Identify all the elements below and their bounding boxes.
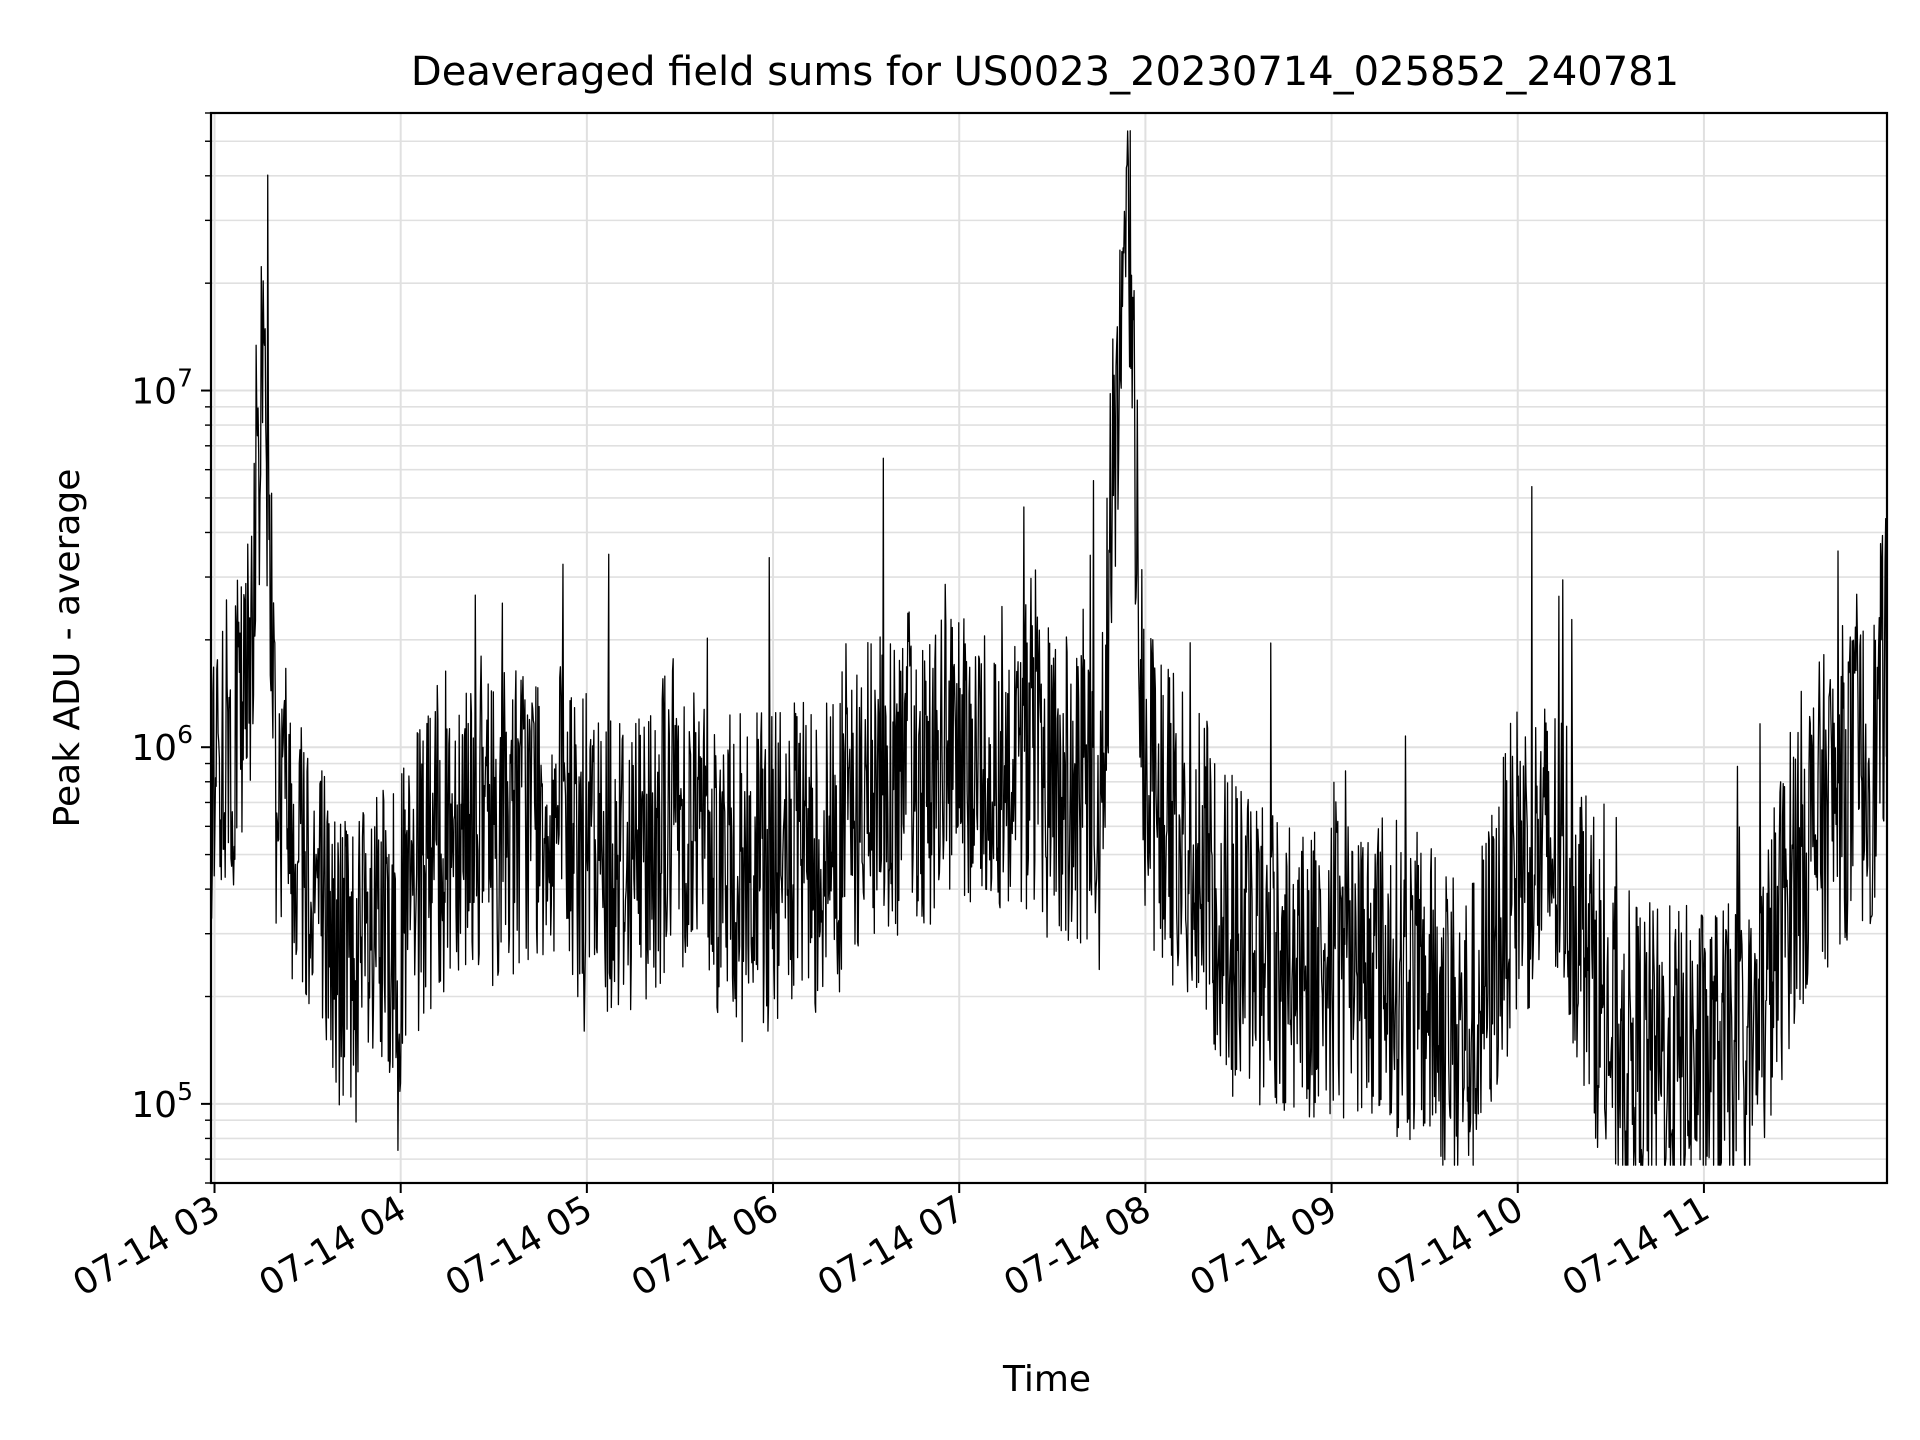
y-tick-label-exponent: 7 [177, 364, 193, 393]
x-axis-label: Time [1002, 1359, 1091, 1400]
grid-lines [211, 112, 1887, 1184]
y-tick-label: 107 [131, 364, 193, 413]
y-axis-label: Peak ADU - average [47, 469, 88, 828]
y-tick-label: 106 [131, 720, 193, 769]
plot-area [209, 111, 1889, 1185]
y-tick-label-base: 10 [131, 728, 177, 769]
y-tick-label-base: 10 [131, 1085, 177, 1126]
chart-title: Deaveraged field sums for US0023_2023071… [411, 49, 1679, 95]
y-tick-label-exponent: 5 [177, 1077, 193, 1106]
y-tick-label: 105 [131, 1077, 193, 1126]
series-line [210, 130, 1888, 1166]
plot-frame [209, 111, 1889, 1185]
y-tick-label-base: 10 [131, 372, 177, 413]
y-tick-label-exponent: 6 [177, 720, 193, 749]
